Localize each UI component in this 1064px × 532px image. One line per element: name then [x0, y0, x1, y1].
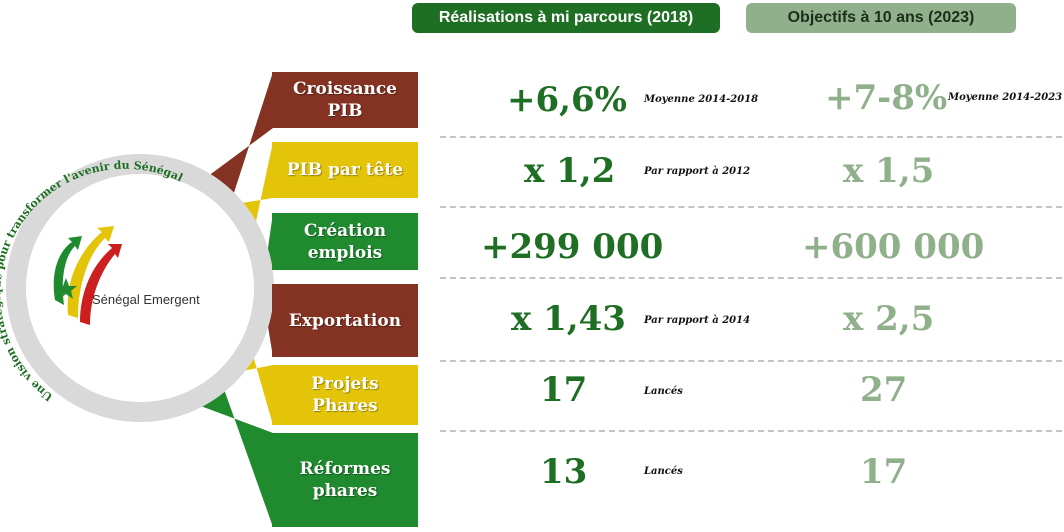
category-croissance-pib: Croissance PIB: [272, 72, 418, 128]
category-reformes-phares: Réformes phares: [272, 433, 418, 527]
reformes-achieved-note: Lancés: [644, 466, 683, 477]
projets-achieved-note: Lancés: [644, 386, 683, 397]
objectives-header: Objectifs à 10 ans (2023): [746, 3, 1016, 33]
exportation-achieved-value: x 1,43: [511, 299, 626, 339]
senegal-flag-arrows-icon: [53, 226, 122, 325]
category-creation-emplois: Création emplois: [272, 213, 418, 270]
pib-tete-achieved-value: x 1,2: [524, 151, 616, 191]
croissance-target-value: +7-8%: [825, 78, 948, 118]
strategy-wheel: Une vision stratégique pour transformer …: [0, 72, 274, 527]
row-separator: [440, 360, 1062, 362]
connector-croissance: [192, 72, 273, 205]
reformes-target-value: 17: [860, 452, 908, 492]
croissance-achieved-value: +6,6%: [507, 80, 627, 120]
emplois-target-value: +600 000: [802, 227, 985, 267]
achievements-header: Réalisations à mi parcours (2018): [412, 3, 720, 33]
croissance-achieved-note: Moyenne 2014-2018: [644, 94, 759, 105]
category-exportation: Exportation: [272, 284, 418, 357]
category-pib-par-tete: PIB par tête: [272, 142, 418, 198]
row-separator: [440, 430, 1062, 432]
pib-tete-achieved-note: Par rapport à 2012: [644, 166, 751, 177]
wheel-ring: [6, 154, 274, 422]
row-separator: [440, 277, 1062, 279]
connector-reformes: [190, 378, 273, 527]
pib-tete-target-value: x 1,5: [843, 151, 935, 191]
projets-target-value: 27: [860, 370, 908, 410]
reformes-achieved-value: 13: [540, 452, 588, 492]
row-separator: [440, 206, 1062, 208]
exportation-achieved-note: Par rapport à 2014: [644, 315, 751, 326]
emplois-achieved-value: +299 000: [481, 227, 664, 267]
logo-name: Sénégal Emergent: [92, 292, 200, 307]
category-projets-phares: Projets Phares: [272, 365, 418, 425]
exportation-target-value: x 2,5: [843, 299, 935, 339]
croissance-target-note: Moyenne 2014-2023: [948, 92, 1063, 103]
projets-achieved-value: 17: [540, 370, 588, 410]
row-separator: [440, 136, 1062, 138]
